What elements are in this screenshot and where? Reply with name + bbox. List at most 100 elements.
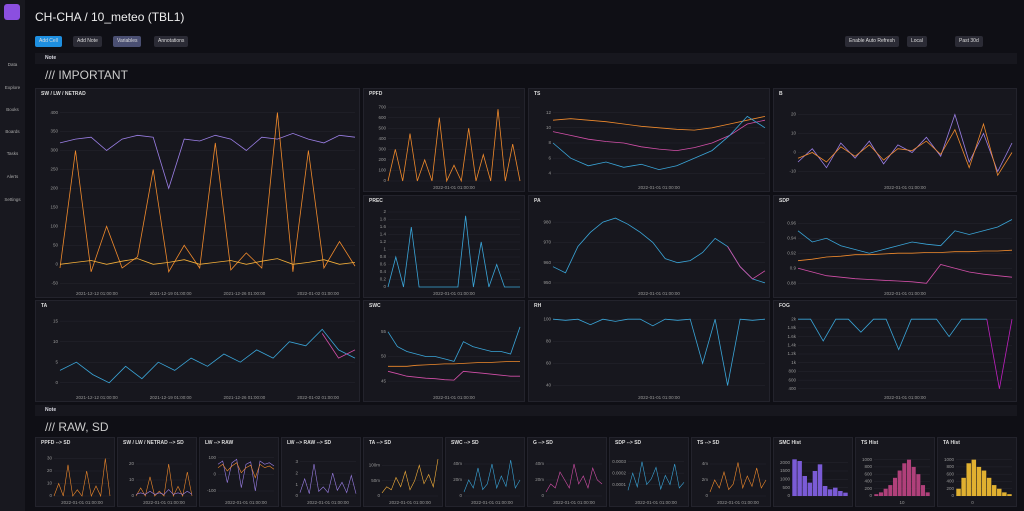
y-tick-label: 500: [782, 485, 790, 490]
y-tick-label: 400: [378, 136, 386, 141]
hist-bar: [874, 494, 879, 496]
nav-item[interactable]: Boards: [5, 129, 20, 134]
section-heading: /// IMPORTANT: [45, 68, 128, 82]
nav-item[interactable]: Explore: [4, 85, 21, 90]
panel: TS Hist 0 200 400 600 800 1000 10: [855, 437, 935, 507]
y-tick-label: 980: [543, 219, 551, 224]
y-tick-label: 1.4k: [787, 342, 796, 347]
panel: SDP 0.88 0.9 0.92 0.94 0.96 2022-01-01 01:00:0…: [773, 195, 1017, 298]
x-tick-label: 2022-01-01 01:00:00: [143, 500, 185, 505]
y-tick-label: 1000: [862, 457, 873, 462]
y-tick-label: 800: [864, 464, 872, 469]
y-tick-label: 200: [864, 486, 872, 491]
y-tick-label: 300: [50, 148, 58, 153]
toolbar-button[interactable]: Enable Auto Refresh: [845, 36, 899, 47]
y-tick-label: 0.2: [380, 277, 387, 282]
y-tick-label: 20m: [535, 477, 544, 482]
series-line: [797, 249, 1013, 262]
series-line: [727, 246, 766, 280]
y-tick-label: 100: [543, 316, 551, 321]
y-tick-label: 1.6: [380, 224, 387, 229]
toolbar-button[interactable]: Variables: [113, 36, 142, 47]
y-tick-label: 100: [208, 455, 216, 460]
y-tick-label: 12: [546, 110, 552, 115]
y-tick-label: 0: [295, 493, 298, 498]
panel-title: TS Hist: [861, 440, 879, 446]
hist-bar: [976, 466, 982, 496]
panel: PREC 0 0.2 0.4 0.6 0.8 1 1.2 1.4 1.6 1.8 2 2022-01-0…: [363, 195, 525, 298]
hist-bar: [892, 477, 898, 496]
panel: TS 4 6 8 10 12 2022-01-01 01:00:00: [528, 88, 770, 192]
y-tick-label: 0: [131, 493, 134, 498]
series-line: [321, 333, 356, 359]
x-tick-label: 2022-01-01 01:00:00: [433, 291, 475, 296]
y-tick-label: 2: [295, 470, 298, 475]
chart: 0 200 400 600 800 1000 0: [944, 457, 1012, 505]
y-tick-label: -100: [207, 488, 217, 493]
panel-title: TA Hist: [943, 440, 960, 446]
x-tick-label: 2021-12-19 01:00:00: [150, 395, 192, 400]
chart: 0 20m 40m 2022-01-01 01:00:00: [453, 459, 521, 505]
panel-title: SWC: [369, 303, 381, 309]
toolbar-button[interactable]: Local: [907, 36, 927, 47]
nav-item[interactable]: Data: [7, 62, 18, 67]
y-tick-label: 0.0003: [612, 459, 626, 464]
y-tick-label: 40: [546, 383, 552, 388]
series-line: [545, 463, 603, 493]
hist-bar: [911, 466, 916, 496]
panel-title: SW / LW / NETRAD --> SD: [123, 440, 184, 446]
chart: 0 10 20 2022-01-01 01:00:00: [129, 461, 193, 505]
x-tick-label: 2022-01-02 01:00:00: [297, 395, 339, 400]
panel-title: TA --> SD: [369, 440, 392, 446]
y-tick-label: 45: [381, 378, 387, 383]
panel: SWC --> SD 0 20m 40m 2022-01-01 01:00:00: [445, 437, 525, 507]
y-tick-label: 6: [548, 155, 551, 160]
note-cell: Note: [35, 405, 1017, 416]
chart: -50 0 50 100 150 200 250 300 350 400 2021-12-12 01…: [50, 110, 356, 296]
y-tick-label: 200: [50, 186, 58, 191]
nav-item[interactable]: Tasks: [6, 151, 19, 156]
panel-title: PPFD: [369, 91, 383, 97]
y-tick-label: 8: [548, 140, 551, 145]
series-line: [552, 116, 766, 131]
panel-title: FOG: [779, 303, 790, 309]
y-tick-label: -50: [51, 280, 58, 285]
hist-bar: [961, 477, 966, 496]
panel-title: LW --> RAW: [205, 440, 234, 446]
nav-item[interactable]: Books: [6, 107, 19, 112]
panel: RH 40 60 80 100 2022-01-01 01:00:00: [528, 300, 770, 402]
series-line: [217, 458, 275, 492]
x-tick-label: 2022-01-01 01:00:00: [471, 500, 513, 505]
note-cell: Note: [35, 53, 1017, 64]
nav-item[interactable]: Alerts: [6, 174, 19, 179]
toolbar-button[interactable]: Past 30d: [955, 36, 983, 47]
hist-bar: [807, 482, 813, 496]
chart: 0.88 0.9 0.92 0.94 0.96 2022-01-01 01:00:00: [787, 219, 1013, 296]
y-tick-label: 60: [546, 361, 552, 366]
panel: B -10 0 10 20 2022-01-01 01:00:00: [773, 88, 1017, 192]
nav-item[interactable]: Settings: [4, 197, 21, 202]
y-tick-label: 0: [705, 493, 708, 498]
y-tick-label: 700: [378, 104, 386, 109]
series-line: [797, 264, 1013, 284]
y-tick-label: 600: [788, 377, 796, 382]
logo[interactable]: [4, 4, 20, 20]
series-line: [299, 463, 357, 494]
y-tick-label: 1.2k: [787, 351, 796, 356]
toolbar-button[interactable]: Annotations: [154, 36, 189, 47]
y-tick-label: 40m: [453, 461, 462, 466]
hist-bar: [997, 488, 1002, 496]
series-line: [388, 361, 520, 367]
y-tick-label: 1: [383, 247, 386, 252]
toolbar-button[interactable]: Add Cell: [35, 36, 62, 47]
panel-title: PA: [534, 198, 541, 204]
series-line: [552, 115, 766, 171]
y-tick-label: 950: [543, 280, 551, 285]
series-line: [797, 113, 1013, 173]
panel-title: SDP --> SD: [615, 440, 642, 446]
x-tick-label: 2021-12-12 01:00:00: [76, 291, 118, 296]
y-tick-label: 150: [50, 205, 58, 210]
y-tick-label: 800: [946, 464, 954, 469]
y-tick-label: 0.92: [787, 250, 796, 255]
toolbar-button[interactable]: Add Note: [73, 36, 102, 47]
